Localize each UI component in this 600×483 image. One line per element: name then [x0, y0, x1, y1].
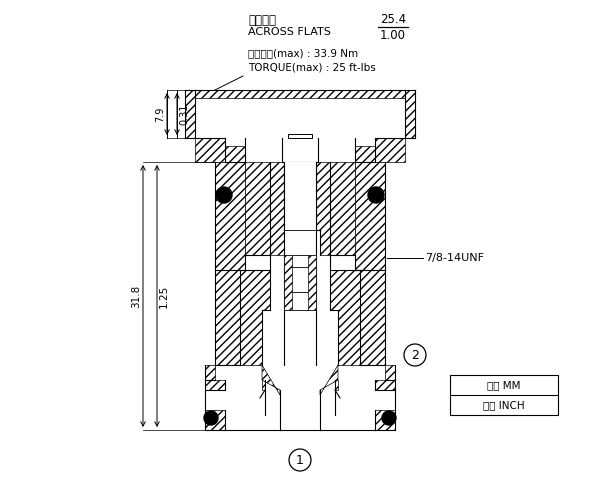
Circle shape [382, 411, 396, 425]
Circle shape [216, 187, 232, 203]
Polygon shape [205, 410, 225, 430]
Text: 0.31: 0.31 [179, 103, 189, 125]
Polygon shape [284, 255, 292, 310]
Polygon shape [205, 380, 225, 390]
Text: 對還寬度: 對還寬度 [248, 14, 276, 27]
Polygon shape [375, 380, 395, 390]
Polygon shape [375, 410, 395, 430]
Text: 25.4: 25.4 [380, 13, 406, 26]
Text: 31.8: 31.8 [131, 284, 141, 308]
Polygon shape [240, 270, 270, 365]
Text: TORQUE(max) : 25 ft-lbs: TORQUE(max) : 25 ft-lbs [248, 62, 376, 72]
Polygon shape [262, 365, 280, 395]
Polygon shape [215, 162, 245, 365]
Text: 英寸 INCH: 英寸 INCH [483, 400, 525, 410]
Circle shape [368, 187, 384, 203]
Bar [284, 162, 316, 365]
Polygon shape [205, 365, 215, 380]
Polygon shape [262, 380, 265, 390]
Circle shape [289, 449, 311, 471]
Polygon shape [185, 90, 415, 138]
Polygon shape [385, 365, 395, 380]
Circle shape [204, 411, 218, 425]
Polygon shape [288, 134, 312, 138]
Text: 1: 1 [296, 454, 304, 467]
Circle shape [404, 344, 426, 366]
Polygon shape [355, 138, 405, 162]
Polygon shape [330, 270, 360, 365]
Bar [450, 375, 558, 415]
Polygon shape [330, 162, 355, 255]
Polygon shape [195, 138, 245, 162]
Text: 7/8-14UNF: 7/8-14UNF [425, 253, 484, 263]
Polygon shape [316, 162, 330, 255]
Text: 1.00: 1.00 [380, 29, 406, 42]
Polygon shape [270, 162, 288, 255]
Polygon shape [320, 365, 338, 395]
Text: ACROSS FLATS: ACROSS FLATS [248, 27, 331, 37]
Text: 安装扆矩(max) : 33.9 Nm: 安装扆矩(max) : 33.9 Nm [248, 48, 358, 58]
Text: 7.9: 7.9 [155, 106, 165, 122]
Polygon shape [335, 380, 338, 390]
Text: 1.25: 1.25 [159, 284, 169, 308]
Polygon shape [308, 255, 316, 310]
Polygon shape [245, 162, 270, 255]
Text: 2: 2 [411, 349, 419, 361]
Text: 毫米 MM: 毫米 MM [487, 380, 521, 390]
Polygon shape [355, 162, 385, 365]
